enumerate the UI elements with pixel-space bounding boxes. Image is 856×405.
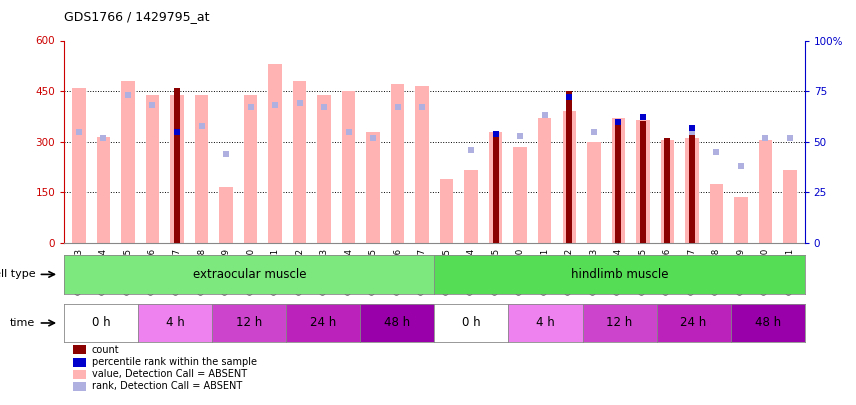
Text: 48 h: 48 h <box>384 316 411 330</box>
Bar <box>664 139 670 243</box>
Bar <box>465 171 478 243</box>
Bar <box>122 81 134 243</box>
Text: 24 h: 24 h <box>310 316 336 330</box>
Bar <box>268 64 282 243</box>
Text: value, Detection Call = ABSENT: value, Detection Call = ABSENT <box>92 369 247 379</box>
Bar <box>293 81 306 243</box>
Bar <box>174 88 180 243</box>
Bar <box>318 94 330 243</box>
Bar <box>562 111 576 243</box>
Text: cell type: cell type <box>0 269 35 279</box>
Text: extraocular muscle: extraocular muscle <box>193 268 306 281</box>
Bar <box>415 86 429 243</box>
Bar <box>244 94 258 243</box>
Text: GDS1766 / 1429795_at: GDS1766 / 1429795_at <box>64 10 210 23</box>
Bar <box>734 198 747 243</box>
Bar <box>366 132 380 243</box>
Text: 24 h: 24 h <box>681 316 707 330</box>
Text: 4 h: 4 h <box>536 316 555 330</box>
Bar <box>538 118 551 243</box>
Bar <box>195 94 208 243</box>
Text: 12 h: 12 h <box>236 316 263 330</box>
Bar <box>342 91 355 243</box>
Text: 48 h: 48 h <box>754 316 781 330</box>
Bar <box>493 135 499 243</box>
Text: rank, Detection Call = ABSENT: rank, Detection Call = ABSENT <box>92 382 242 391</box>
Text: 0 h: 0 h <box>462 316 481 330</box>
Bar <box>661 140 674 243</box>
Bar <box>689 133 695 243</box>
Bar <box>615 125 621 243</box>
Bar <box>440 179 454 243</box>
Bar <box>636 120 650 243</box>
Text: time: time <box>10 318 35 328</box>
Bar <box>514 147 527 243</box>
Bar <box>391 84 404 243</box>
Bar <box>566 91 573 243</box>
Bar <box>710 184 723 243</box>
Bar <box>639 122 646 243</box>
Text: 4 h: 4 h <box>166 316 185 330</box>
Bar <box>170 94 184 243</box>
Text: 0 h: 0 h <box>92 316 110 330</box>
Text: 12 h: 12 h <box>606 316 633 330</box>
Bar <box>489 132 502 243</box>
Bar <box>146 94 159 243</box>
Text: count: count <box>92 345 119 355</box>
Bar <box>72 88 86 243</box>
Text: percentile rank within the sample: percentile rank within the sample <box>92 357 257 367</box>
Bar <box>97 137 110 243</box>
Text: hindlimb muscle: hindlimb muscle <box>571 268 669 281</box>
Bar <box>783 171 797 243</box>
Bar <box>758 140 772 243</box>
Bar <box>685 139 698 243</box>
Bar <box>219 187 233 243</box>
Bar <box>587 142 601 243</box>
Bar <box>611 118 625 243</box>
